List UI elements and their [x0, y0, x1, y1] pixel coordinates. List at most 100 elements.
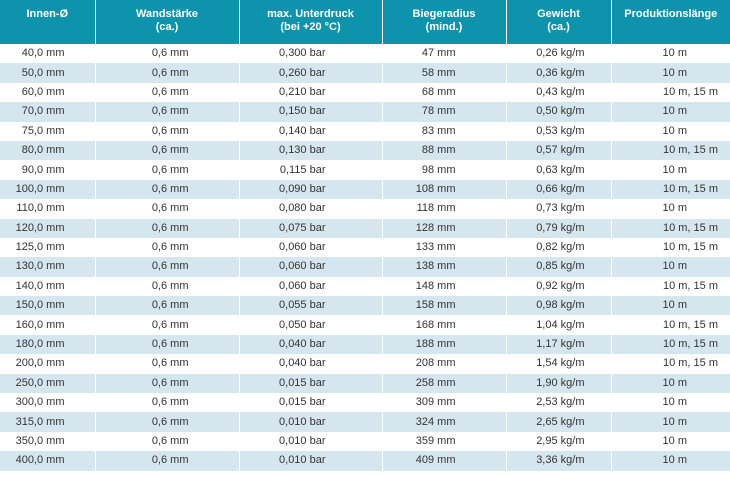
cell-bend-radius: 168 mm [382, 315, 507, 335]
cell-weight: 0,26 kg/m [506, 44, 612, 64]
cell-bend-radius: 47 mm [382, 44, 507, 64]
cell-weight: 0,82 kg/m [506, 237, 612, 258]
table-row: 125,0 mm 0,6 mm 0,060 bar 133 mm 0,82 kg/m 10… [0, 237, 730, 258]
cell-inner-diameter: 110,0 mm [0, 199, 96, 219]
cell-weight: 1,90 kg/m [506, 373, 612, 394]
table-row: 300,0 mm 0,6 mm 0,015 bar 309 mm 2,53 kg/m 10… [0, 393, 730, 413]
table-row: 120,0 mm 0,6 mm 0,075 bar 128 mm 0,79 kg/m 10… [0, 218, 730, 238]
cell-inner-diameter: 150,0 mm [0, 296, 96, 316]
table-row: 80,0 mm 0,6 mm 0,130 bar 88 mm 0,57 kg/m 10 m… [0, 140, 730, 161]
table-row: 200,0 mm 0,6 mm 0,040 bar 208 mm 1,54 kg/m 10… [0, 354, 730, 374]
cell-production-length: 10 m [611, 451, 730, 471]
header-max-vacuum: max. Unterdruck (bei +20 °C) [239, 0, 383, 44]
cell-weight: 1,17 kg/m [506, 334, 612, 355]
cell-bend-radius: 108 mm [382, 179, 507, 200]
cell-max-vacuum: 0,060 bar [239, 257, 383, 277]
cell-wall-thickness: 0,6 mm [95, 373, 240, 394]
cell-max-vacuum: 0,090 bar [239, 179, 383, 200]
table-row: 90,0 mm 0,6 mm 0,115 bar 98 mm 0,63 kg/m 10 m [0, 160, 730, 180]
cell-weight: 3,36 kg/m [506, 451, 612, 471]
cell-max-vacuum: 0,130 bar [239, 140, 383, 161]
table-row: 250,0 mm 0,6 mm 0,015 bar 258 mm 1,90 kg/m 10… [0, 373, 730, 394]
cell-wall-thickness: 0,6 mm [95, 296, 240, 316]
cell-wall-thickness: 0,6 mm [95, 315, 240, 335]
cell-max-vacuum: 0,150 bar [239, 102, 383, 122]
cell-wall-thickness: 0,6 mm [95, 218, 240, 238]
cell-bend-radius: 409 mm [382, 451, 507, 471]
cell-wall-thickness: 0,6 mm [95, 179, 240, 200]
cell-production-length: 10 m [611, 199, 730, 219]
cell-max-vacuum: 0,060 bar [239, 237, 383, 258]
cell-max-vacuum: 0,140 bar [239, 121, 383, 141]
header-weight: Gewicht (ca.) [506, 0, 612, 44]
cell-production-length: 10 m [611, 296, 730, 316]
cell-max-vacuum: 0,010 bar [239, 451, 383, 471]
table-row: 150,0 mm 0,6 mm 0,055 bar 158 mm 0,98 kg/m 10… [0, 296, 730, 316]
cell-bend-radius: 138 mm [382, 257, 507, 277]
cell-wall-thickness: 0,6 mm [95, 276, 240, 297]
cell-weight: 2,95 kg/m [506, 431, 612, 452]
table-row: 75,0 mm 0,6 mm 0,140 bar 83 mm 0,53 kg/m 10 m [0, 121, 730, 141]
cell-weight: 0,43 kg/m [506, 82, 612, 103]
cell-inner-diameter: 60,0 mm [0, 82, 96, 103]
cell-weight: 2,65 kg/m [506, 412, 612, 432]
cell-production-length: 10 m, 15 m [611, 218, 730, 238]
cell-production-length: 10 m, 15 m [611, 140, 730, 161]
cell-wall-thickness: 0,6 mm [95, 431, 240, 452]
header-wall-thickness: Wandstärke (ca.) [95, 0, 240, 44]
cell-weight: 1,04 kg/m [506, 315, 612, 335]
cell-wall-thickness: 0,6 mm [95, 257, 240, 277]
header-row: Innen-Ø Wandstärke (ca.) max. Unterdruck… [0, 0, 730, 44]
table-row: 60,0 mm 0,6 mm 0,210 bar 68 mm 0,43 kg/m 10 m… [0, 82, 730, 103]
cell-production-length: 10 m [611, 412, 730, 432]
cell-inner-diameter: 200,0 mm [0, 354, 96, 374]
cell-production-length: 10 m, 15 m [611, 237, 730, 258]
cell-bend-radius: 98 mm [382, 160, 507, 180]
cell-inner-diameter: 80,0 mm [0, 140, 96, 161]
header-sublabel: (bei +20 °C) [280, 21, 341, 33]
cell-inner-diameter: 315,0 mm [0, 412, 96, 432]
cell-wall-thickness: 0,6 mm [95, 102, 240, 122]
cell-bend-radius: 128 mm [382, 218, 507, 238]
header-label: Wandstärke [136, 8, 198, 20]
header-label: Produktionslänge [624, 8, 718, 20]
cell-max-vacuum: 0,075 bar [239, 218, 383, 238]
cell-bend-radius: 148 mm [382, 276, 507, 297]
cell-inner-diameter: 90,0 mm [0, 160, 96, 180]
cell-inner-diameter: 70,0 mm [0, 102, 96, 122]
cell-max-vacuum: 0,010 bar [239, 431, 383, 452]
cell-production-length: 10 m, 15 m [611, 82, 730, 103]
cell-bend-radius: 68 mm [382, 82, 507, 103]
cell-production-length: 10 m [611, 373, 730, 394]
cell-bend-radius: 188 mm [382, 334, 507, 355]
cell-production-length: 10 m [611, 393, 730, 413]
cell-bend-radius: 359 mm [382, 431, 507, 452]
cell-inner-diameter: 160,0 mm [0, 315, 96, 335]
cell-bend-radius: 83 mm [382, 121, 507, 141]
cell-wall-thickness: 0,6 mm [95, 199, 240, 219]
header-sublabel: (ca.) [155, 21, 179, 33]
cell-inner-diameter: 100,0 mm [0, 179, 96, 200]
cell-max-vacuum: 0,040 bar [239, 334, 383, 355]
cell-weight: 0,98 kg/m [506, 296, 612, 316]
cell-production-length: 10 m, 15 m [611, 179, 730, 200]
cell-inner-diameter: 350,0 mm [0, 431, 96, 452]
cell-production-length: 10 m, 15 m [611, 354, 730, 374]
cell-max-vacuum: 0,060 bar [239, 276, 383, 297]
cell-weight: 2,53 kg/m [506, 393, 612, 413]
table-row: 50,0 mm 0,6 mm 0,260 bar 58 mm 0,36 kg/m 10 m [0, 63, 730, 83]
header-bend-radius: Biegeradius (mind.) [382, 0, 507, 44]
cell-max-vacuum: 0,260 bar [239, 63, 383, 83]
cell-bend-radius: 78 mm [382, 102, 507, 122]
table-row: 130,0 mm 0,6 mm 0,060 bar 138 mm 0,85 kg/m 10… [0, 257, 730, 277]
cell-production-length: 10 m [611, 257, 730, 277]
cell-max-vacuum: 0,300 bar [239, 44, 383, 64]
cell-production-length: 10 m [611, 121, 730, 141]
cell-wall-thickness: 0,6 mm [95, 393, 240, 413]
cell-max-vacuum: 0,055 bar [239, 296, 383, 316]
table-row: 315,0 mm 0,6 mm 0,010 bar 324 mm 2,65 kg/m 10… [0, 412, 730, 432]
cell-weight: 0,66 kg/m [506, 179, 612, 200]
cell-bend-radius: 58 mm [382, 63, 507, 83]
cell-max-vacuum: 0,050 bar [239, 315, 383, 335]
